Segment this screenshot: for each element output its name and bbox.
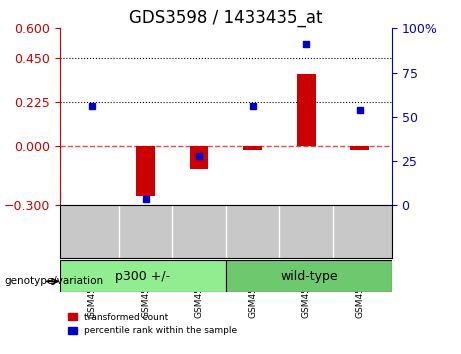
Bar xyxy=(226,260,392,292)
Text: p300 +/-: p300 +/- xyxy=(115,270,171,282)
Text: genotype/variation: genotype/variation xyxy=(5,276,104,286)
Text: wild-type: wild-type xyxy=(280,270,337,282)
Legend: transformed count, percentile rank within the sample: transformed count, percentile rank withi… xyxy=(65,309,241,339)
Bar xyxy=(243,146,262,150)
Bar xyxy=(60,260,226,292)
Bar xyxy=(297,74,316,146)
Bar xyxy=(136,146,155,196)
Title: GDS3598 / 1433435_at: GDS3598 / 1433435_at xyxy=(129,9,323,27)
Bar xyxy=(350,146,369,150)
Bar xyxy=(190,146,208,169)
